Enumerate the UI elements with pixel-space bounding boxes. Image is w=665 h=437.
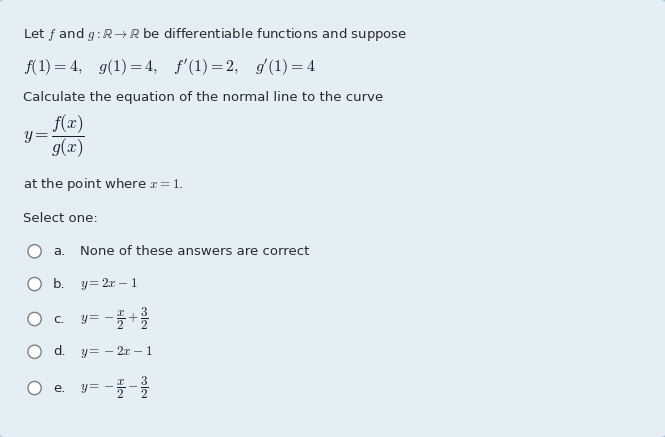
- Text: Calculate the equation of the normal line to the curve: Calculate the equation of the normal lin…: [23, 90, 384, 104]
- Text: c.: c.: [53, 312, 65, 326]
- Text: Let $f$ and $g : \mathbb{R} \rightarrow \mathbb{R}$ be differentiable functions : Let $f$ and $g : \mathbb{R} \rightarrow …: [23, 27, 408, 43]
- Ellipse shape: [28, 277, 41, 291]
- Text: Select one:: Select one:: [23, 212, 98, 225]
- Ellipse shape: [28, 312, 41, 326]
- Text: at the point where $x = 1$.: at the point where $x = 1$.: [23, 176, 184, 193]
- Text: a.: a.: [53, 245, 65, 258]
- Text: $y = \dfrac{f(x)}{g(x)}$: $y = \dfrac{f(x)}{g(x)}$: [23, 113, 85, 160]
- Text: $f(1) = 4, \quad g(1) = 4, \quad f'(1) = 2, \quad g'(1) = 4$: $f(1) = 4, \quad g(1) = 4, \quad f'(1) =…: [23, 57, 316, 78]
- Ellipse shape: [28, 382, 41, 395]
- Text: $y = -2x - 1$: $y = -2x - 1$: [80, 344, 152, 360]
- Text: e.: e.: [53, 382, 66, 395]
- Text: b.: b.: [53, 277, 66, 291]
- Text: $y = 2x - 1$: $y = 2x - 1$: [80, 276, 138, 292]
- Text: $y = -\dfrac{x}{2} - \dfrac{3}{2}$: $y = -\dfrac{x}{2} - \dfrac{3}{2}$: [80, 375, 149, 401]
- Ellipse shape: [28, 345, 41, 358]
- Text: None of these answers are correct: None of these answers are correct: [80, 245, 309, 258]
- Text: d.: d.: [53, 345, 66, 358]
- Ellipse shape: [28, 245, 41, 258]
- Text: $y = -\dfrac{x}{2} + \dfrac{3}{2}$: $y = -\dfrac{x}{2} + \dfrac{3}{2}$: [80, 306, 149, 332]
